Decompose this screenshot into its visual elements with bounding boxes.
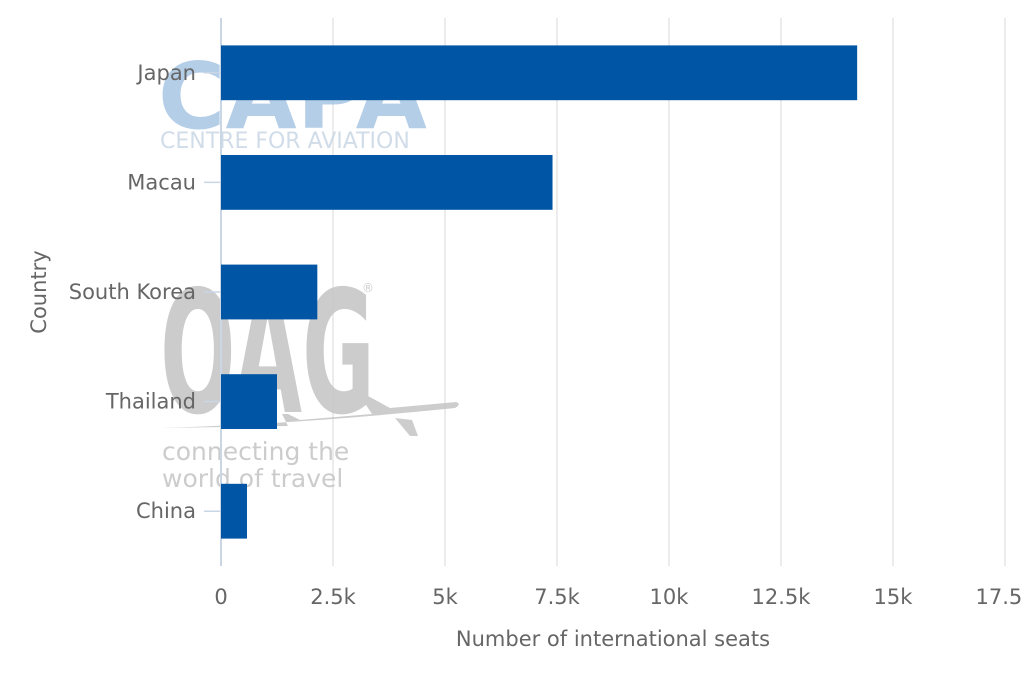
bar: [221, 483, 247, 539]
x-tick-label: 7.5k: [534, 585, 580, 609]
x-tick-label: 12.5k: [752, 585, 812, 609]
x-tick-label: 17.5k: [976, 585, 1024, 609]
gridlines: [332, 18, 1006, 566]
y-tick-label: China: [136, 499, 196, 523]
oag-tagline-line1: connecting the: [162, 437, 349, 466]
bar: [221, 45, 858, 101]
bar: [221, 264, 318, 320]
y-tick-label: Macau: [127, 170, 196, 194]
y-axis-title: Country: [27, 250, 51, 333]
y-tick-labels: Japan Macau South Korea Thailand China: [69, 61, 221, 523]
x-axis-title: Number of international seats: [456, 627, 770, 651]
bar: [221, 155, 553, 210]
capa-tagline-watermark: CENTRE FOR AVIATION: [160, 129, 410, 154]
oag-tagline-line2: world of travel: [162, 464, 343, 493]
x-tick-label: 5k: [432, 585, 458, 609]
y-tick-label: Japan: [135, 61, 196, 85]
bar: [221, 374, 277, 429]
x-tick-label: 15k: [874, 585, 914, 609]
x-tick-label: 2.5k: [310, 585, 356, 609]
registered-mark: ®: [362, 281, 374, 295]
x-tick-label: 0: [214, 585, 227, 609]
bars: [221, 45, 858, 539]
x-tick-label: 10k: [650, 585, 690, 609]
y-tick-label: South Korea: [69, 280, 196, 304]
y-tick-label: Thailand: [105, 390, 196, 414]
x-tick-labels: 0 2.5k 5k 7.5k 10k 12.5k 15k 17.5k: [214, 585, 1024, 609]
